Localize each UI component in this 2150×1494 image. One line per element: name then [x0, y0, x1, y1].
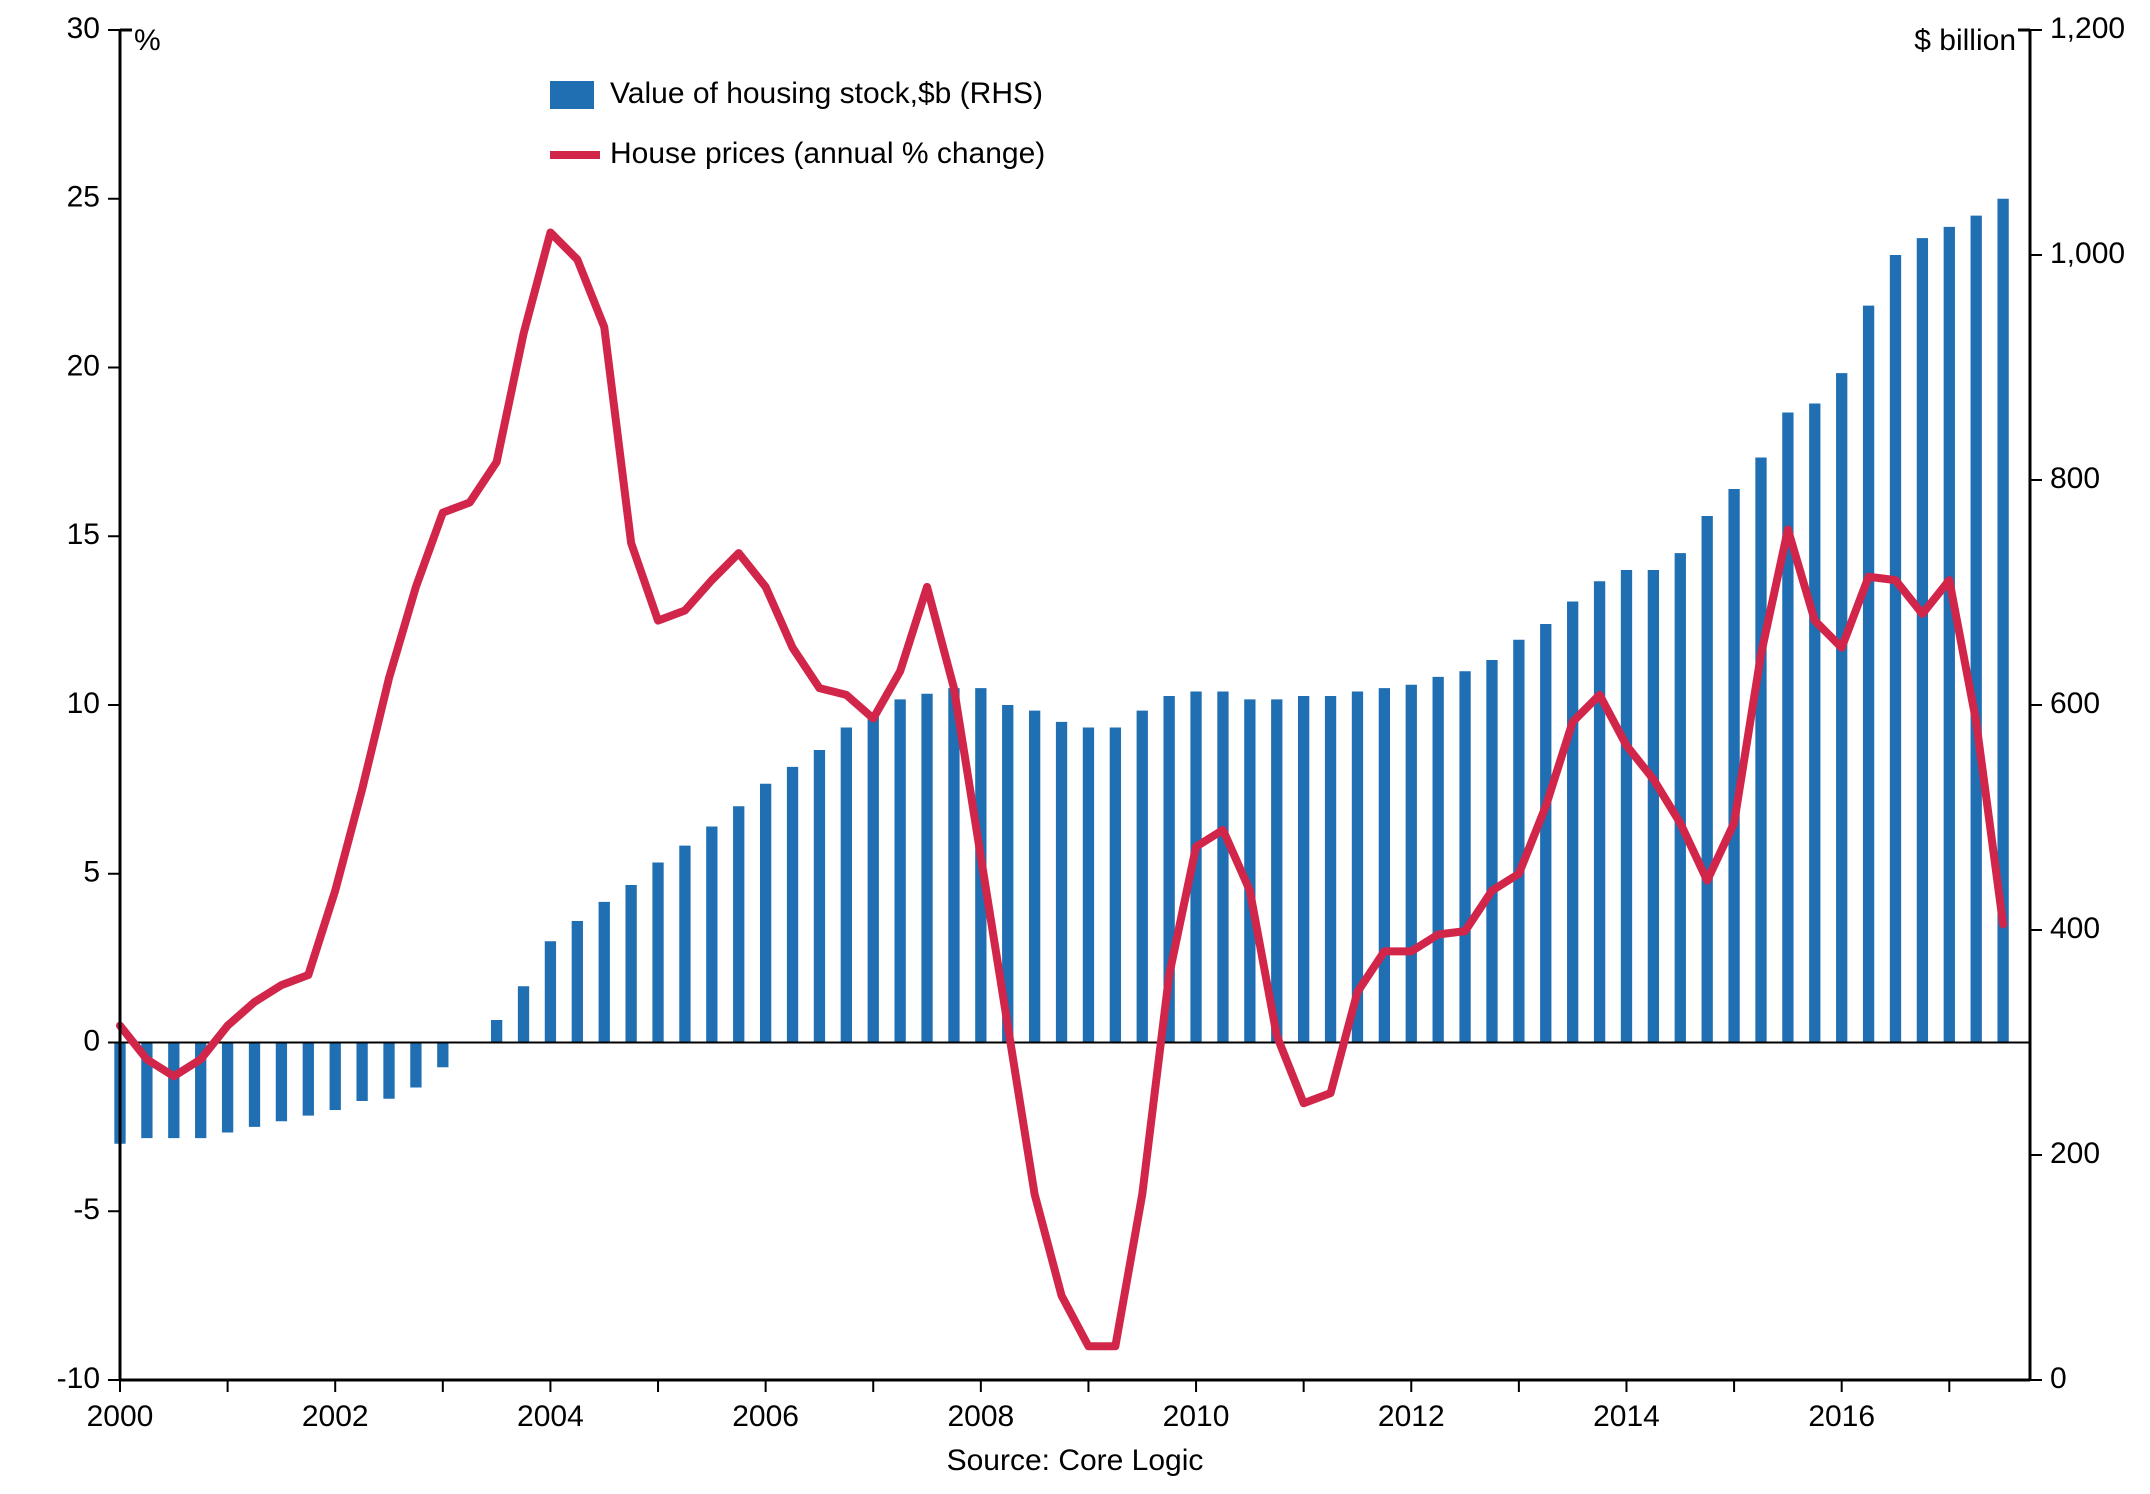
bar [787, 767, 798, 1043]
bar [410, 1043, 421, 1088]
bar [437, 1043, 448, 1068]
x-tick-label: 2002 [302, 1400, 369, 1433]
x-tick-label: 2016 [1808, 1400, 1875, 1433]
legend-label: Value of housing stock,$b (RHS) [610, 77, 1043, 110]
bar [706, 827, 717, 1043]
y-right-tick-label: 1,200 [2050, 12, 2125, 45]
bar [868, 716, 879, 1042]
bar [572, 921, 583, 1043]
bar [303, 1043, 314, 1116]
bar [1675, 553, 1686, 1042]
bar [1594, 581, 1605, 1042]
chart-container: -10 -5 0 5 10 15 20 25 30% 0 200 400 600 800 1,000 1,20… [0, 0, 2150, 1494]
y-right-unit: $ billion [1914, 24, 2016, 57]
bar [1513, 640, 1524, 1043]
source-label: Source: Core Logic [947, 1444, 1204, 1477]
bar [894, 699, 905, 1042]
y-left-unit: % [134, 24, 161, 57]
y-right-tick-label: 200 [2050, 1137, 2100, 1170]
bar [1137, 711, 1148, 1043]
bar [1917, 238, 1928, 1042]
bar [841, 728, 852, 1043]
bar [1406, 685, 1417, 1043]
x-tick-label: 2012 [1378, 1400, 1445, 1433]
legend-label: House prices (annual % change) [610, 137, 1045, 170]
y-left-tick-label: 15 [67, 518, 100, 551]
bar [921, 694, 932, 1043]
bar [948, 688, 959, 1042]
bar [222, 1043, 233, 1133]
bar [1648, 570, 1659, 1043]
y-left-tick-label: 25 [67, 181, 100, 214]
x-tick-label: 2014 [1593, 1400, 1660, 1433]
bar [356, 1043, 367, 1102]
chart-svg: -10 -5 0 5 10 15 20 25 30% 0 200 400 600 800 1,000 1,20… [0, 0, 2150, 1494]
bar [1971, 216, 1982, 1043]
bar [168, 1043, 179, 1139]
bar [1029, 711, 1040, 1043]
bar [814, 750, 825, 1043]
bar [1621, 570, 1632, 1043]
bar [1433, 677, 1444, 1043]
y-right-tick-label: 600 [2050, 687, 2100, 720]
y-left-tick-label: -5 [73, 1193, 100, 1226]
y-right-tick-label: 400 [2050, 912, 2100, 945]
bar [599, 902, 610, 1043]
y-right-tick-label: 800 [2050, 462, 2100, 495]
bar [383, 1043, 394, 1099]
legend-swatch-bar [550, 81, 594, 109]
bar [679, 846, 690, 1043]
bar [1110, 728, 1121, 1043]
bar [1809, 404, 1820, 1043]
bar [330, 1043, 341, 1111]
bar [1728, 489, 1739, 1043]
y-left-tick-label: 20 [67, 349, 100, 382]
bar [518, 986, 529, 1042]
bar [1782, 413, 1793, 1043]
y-left-tick-label: 10 [67, 687, 100, 720]
bar [1056, 722, 1067, 1043]
bar [1325, 696, 1336, 1043]
y-left-tick-label: 0 [83, 1024, 100, 1057]
bar [1702, 516, 1713, 1043]
bar [1863, 306, 1874, 1043]
x-tick-label: 2008 [947, 1400, 1014, 1433]
y-left-tick-label: 30 [67, 12, 100, 45]
bar [1890, 255, 1901, 1043]
bar [1244, 699, 1255, 1042]
bar [545, 941, 556, 1042]
bar [1540, 624, 1551, 1043]
bar [1755, 458, 1766, 1043]
bar [1944, 227, 1955, 1043]
x-tick-label: 2004 [517, 1400, 584, 1433]
bar [249, 1043, 260, 1127]
bar [1836, 373, 1847, 1042]
bar [733, 806, 744, 1042]
y-right-tick-label: 0 [2050, 1362, 2067, 1395]
bar [1083, 728, 1094, 1043]
bar [1271, 699, 1282, 1042]
x-tick-label: 2010 [1163, 1400, 1230, 1433]
bar [652, 863, 663, 1043]
bar [1459, 671, 1470, 1042]
y-left-tick-label: 5 [83, 856, 100, 889]
bar [491, 1020, 502, 1043]
x-tick-label: 2000 [87, 1400, 154, 1433]
bar [276, 1043, 287, 1122]
bar [625, 885, 636, 1043]
bar [1217, 692, 1228, 1043]
y-left-tick-label: -10 [57, 1362, 100, 1395]
bar [1379, 688, 1390, 1042]
x-tick-label: 2006 [732, 1400, 799, 1433]
bar [1486, 660, 1497, 1043]
bar [1298, 696, 1309, 1043]
bar [1567, 602, 1578, 1043]
bar [760, 784, 771, 1043]
y-right-tick-label: 1,000 [2050, 237, 2125, 270]
